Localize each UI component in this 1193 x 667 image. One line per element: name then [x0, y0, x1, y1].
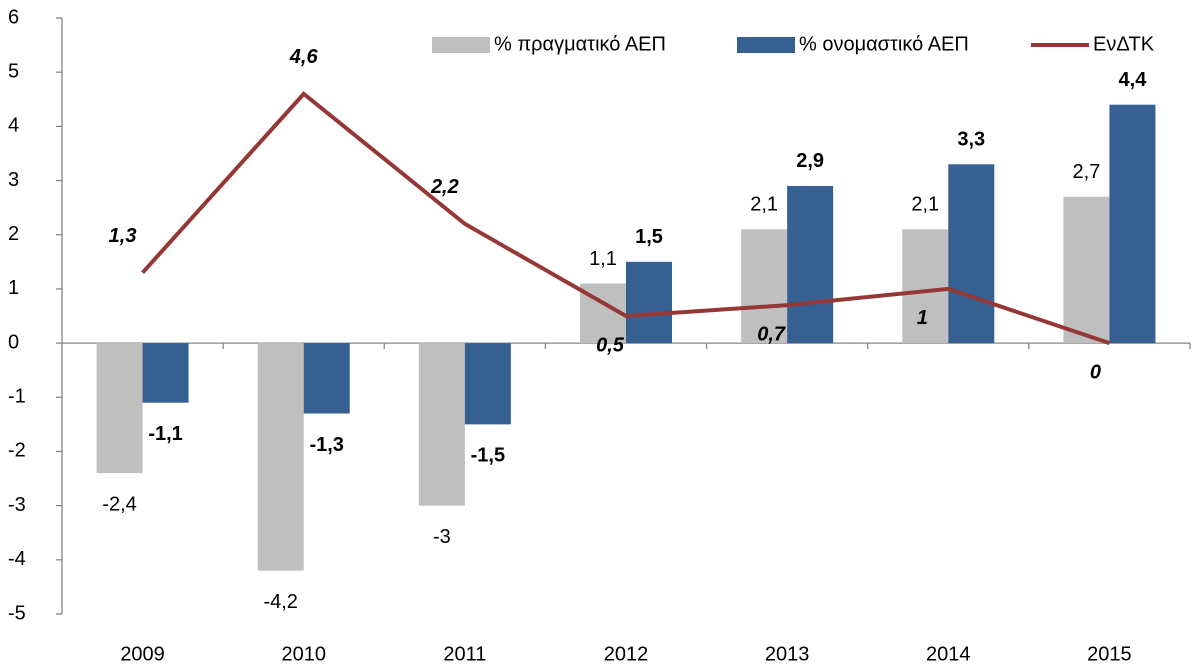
line-label: 1,3 — [109, 225, 137, 247]
bar — [303, 343, 350, 414]
line-label: 2,2 — [430, 176, 459, 198]
data-label: -1,3 — [309, 434, 343, 456]
legend-label: ΕνΔΤΚ — [1093, 33, 1155, 55]
y-tick-label: 2 — [8, 223, 19, 245]
x-tick-label: 2011 — [443, 643, 486, 665]
data-label: 3,3 — [957, 129, 985, 151]
bar — [257, 343, 304, 571]
data-label: -3 — [433, 526, 451, 548]
line-label: 0 — [1090, 361, 1101, 383]
line-label: 4,6 — [289, 46, 319, 68]
bar — [464, 343, 511, 425]
data-label: 2,1 — [911, 194, 939, 216]
legend-label: % πραγματικό ΑΕΠ — [494, 33, 666, 55]
x-tick-label: 2013 — [765, 643, 810, 665]
y-tick-label: 0 — [8, 331, 19, 353]
legend-swatch — [432, 37, 490, 53]
y-tick-label: -5 — [8, 602, 26, 624]
legend-swatch — [737, 37, 795, 53]
y-tick-label: -1 — [8, 386, 26, 408]
data-label: 4,4 — [1119, 69, 1148, 91]
line-series — [141, 91, 1111, 345]
bar — [418, 343, 465, 506]
bar — [1109, 104, 1156, 344]
y-tick-label: -2 — [8, 440, 26, 462]
bar — [948, 164, 995, 344]
x-tick-label: 2012 — [604, 643, 649, 665]
bar — [1063, 196, 1110, 344]
y-tick-label: 6 — [8, 6, 19, 28]
x-tick-label: 2015 — [1087, 643, 1132, 665]
y-tick-label: 3 — [8, 169, 19, 191]
legend-label: % ονομαστικό ΑΕΠ — [799, 33, 969, 55]
data-label: -1,5 — [471, 445, 505, 467]
data-label: -1,1 — [148, 423, 182, 445]
y-tick-label: -3 — [8, 494, 26, 516]
bar — [626, 261, 672, 344]
bar — [787, 185, 834, 344]
data-label: 2,1 — [750, 194, 778, 216]
line-label: 0,7 — [757, 323, 786, 345]
line-label: 1 — [917, 307, 928, 329]
data-label: 2,9 — [796, 150, 824, 172]
data-label: 1,1 — [589, 248, 617, 270]
y-tick-label: -4 — [8, 548, 26, 570]
y-tick-label: 1 — [8, 277, 19, 299]
bar — [902, 229, 949, 344]
line-label: 0,5 — [596, 334, 625, 356]
x-tick-label: 2014 — [926, 643, 971, 665]
x-tick-label: 2010 — [281, 643, 326, 665]
bar — [142, 343, 189, 403]
x-tick-label: 2009 — [120, 643, 165, 665]
data-label: -2,4 — [102, 493, 136, 515]
bar — [741, 229, 788, 344]
data-label: 2,7 — [1073, 161, 1101, 183]
data-label: 1,5 — [635, 226, 663, 248]
y-tick-label: 4 — [8, 115, 19, 137]
bar — [96, 343, 143, 474]
y-tick-label: 5 — [8, 60, 19, 82]
data-label: -4,2 — [263, 591, 297, 613]
